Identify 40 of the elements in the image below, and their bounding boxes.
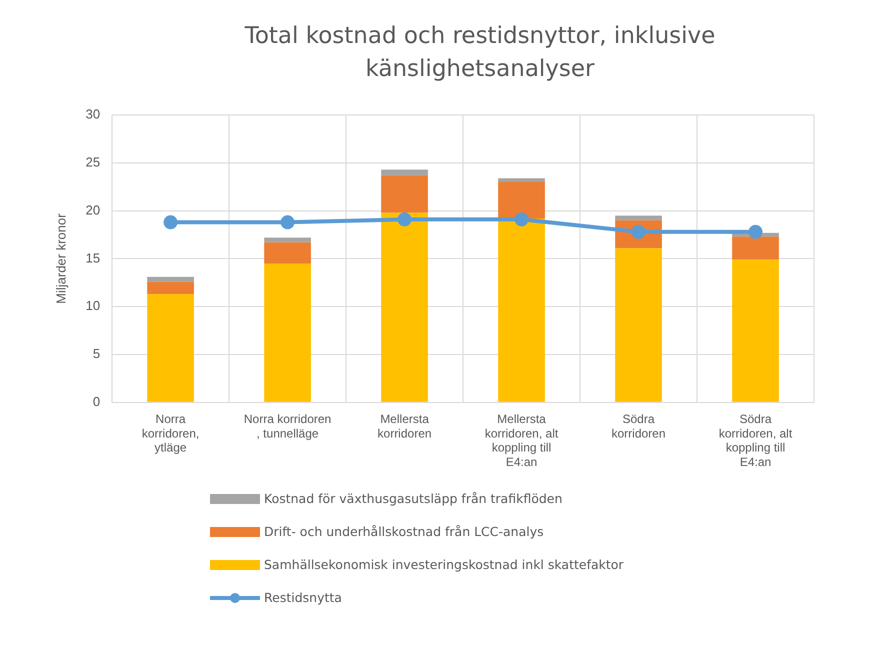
x-tick-label: Norra korridoren, ytläge <box>142 412 200 455</box>
y-tick-label: 20 <box>86 202 100 218</box>
bar <box>264 242 311 264</box>
legend-label: Kostnad för växthusgasutsläpp från trafikflöden <box>264 491 562 506</box>
y-tick-label: 0 <box>92 394 100 409</box>
legend-label: Drift- och underhållskostnad från LCC-analys <box>264 524 544 539</box>
x-tick-label: Södra korridoren <box>612 412 666 440</box>
point <box>398 212 412 226</box>
x-tick-label: Norra korridoren , tunnelläge <box>244 412 332 440</box>
y-tick-label: 15 <box>86 250 100 266</box>
bar <box>498 178 545 182</box>
x-tick-label: Södra korridoren, alt koppling till E4:an <box>718 412 793 470</box>
bar <box>264 263 311 402</box>
bar <box>381 175 428 213</box>
point <box>748 224 763 239</box>
bar <box>615 248 662 402</box>
y-tick-label: 10 <box>86 298 100 314</box>
bar <box>381 170 428 176</box>
chart-title: Total kostnad och restidsnyttor, inklusive känslighetsanalyser <box>244 22 716 84</box>
bar <box>381 212 428 402</box>
point <box>514 212 529 226</box>
x-tick-label: Mellersta korridoren, alt koppling till E4:an <box>484 412 559 470</box>
y-tick-label: 30 <box>86 106 100 122</box>
y-axis-title: Miljarder kronor <box>53 212 68 304</box>
bar <box>498 182 545 218</box>
bar <box>615 216 662 220</box>
bar <box>498 218 545 402</box>
bar <box>732 260 779 402</box>
bar <box>732 236 779 260</box>
legend-label: Samhällsekonomisk investeringskostnad inkl skattefaktor <box>264 557 624 572</box>
bar <box>264 238 311 242</box>
y-tick-label: 5 <box>92 346 100 362</box>
bar <box>147 282 194 294</box>
point <box>164 215 178 230</box>
point <box>280 215 295 230</box>
legend-label: Restidsnytta <box>264 590 342 605</box>
y-tick-label: 25 <box>86 154 100 170</box>
x-tick-label: Mellersta korridoren <box>378 412 432 440</box>
bar <box>147 276 194 282</box>
bar <box>147 294 194 402</box>
